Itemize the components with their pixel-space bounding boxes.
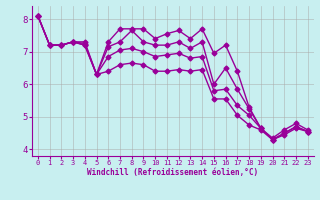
X-axis label: Windchill (Refroidissement éolien,°C): Windchill (Refroidissement éolien,°C) — [87, 168, 258, 177]
